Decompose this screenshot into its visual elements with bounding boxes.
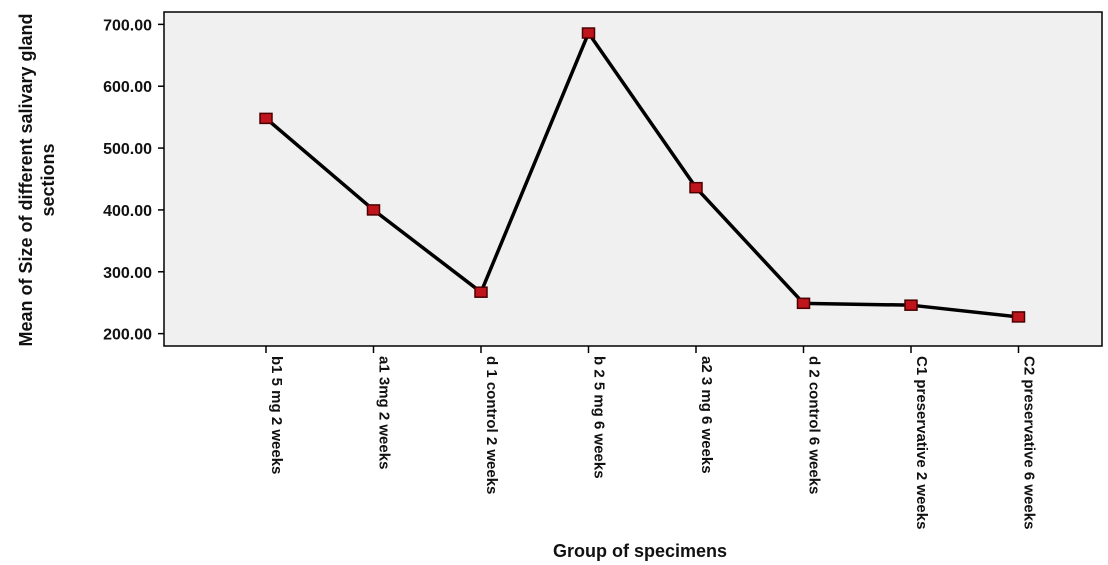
data-point <box>581 27 596 39</box>
series-line-group <box>259 27 1026 323</box>
data-point <box>366 204 381 216</box>
y-axis-title-line1: Mean of Size of different salivary gland <box>16 13 36 346</box>
y-axis-title-line2: sections <box>38 143 58 216</box>
x-tick-label: b1 5 mg 2 weeks <box>268 356 285 474</box>
y-tick-label: 500.00 <box>103 141 152 158</box>
y-tick-label: 700.00 <box>103 17 152 34</box>
y-tick-label: 400.00 <box>103 203 152 220</box>
plot-area <box>163 11 1103 347</box>
x-tick-label: b 2 5 mg 6 weeks <box>591 356 608 479</box>
series-line <box>264 31 1019 319</box>
x-tick-label: C2 preservative 6 weeks <box>1021 356 1038 529</box>
data-point <box>904 299 918 311</box>
y-tick-label: 200.00 <box>103 327 152 344</box>
x-axis-title: Group of specimens <box>553 541 727 561</box>
data-point <box>474 286 488 298</box>
data-point <box>1011 311 1026 323</box>
y-axis: 200.00 300.00 400.00 500.00 600.00 700.00 <box>103 17 164 344</box>
x-tick-label: d 1 control 2 weeks <box>483 356 500 494</box>
data-point <box>259 112 273 125</box>
y-tick-label: 300.00 <box>103 265 152 282</box>
data-point <box>796 297 811 310</box>
y-tick-label: 600.00 <box>103 79 152 96</box>
x-axis: b1 5 mg 2 weeks a1 3mg 2 weeks d 1 control… <box>265 346 1038 529</box>
x-tick-label: a1 3mg 2 weeks <box>376 356 393 469</box>
x-tick-label: d 2 control 6 weeks <box>806 356 823 494</box>
x-tick-label: a2 3 mg 6 weeks <box>698 356 715 474</box>
x-tick-label: C1 preservative 2 weeks <box>913 356 930 529</box>
data-point <box>689 181 703 194</box>
